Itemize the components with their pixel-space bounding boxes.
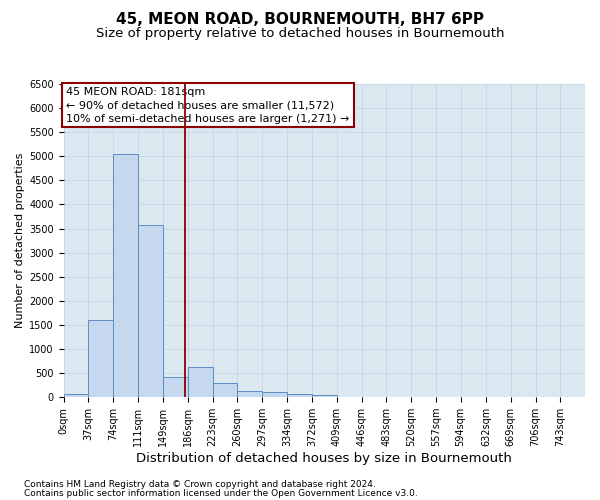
Bar (212, 384, 238, 397)
Bar (287, 394, 311, 397)
Bar (262, 392, 287, 397)
Text: Contains public sector information licensed under the Open Government Licence v3: Contains public sector information licen… (24, 489, 418, 498)
Bar (163, 376, 188, 397)
Text: 45, MEON ROAD, BOURNEMOUTH, BH7 6PP: 45, MEON ROAD, BOURNEMOUTH, BH7 6PP (116, 12, 484, 28)
Text: Size of property relative to detached houses in Bournemouth: Size of property relative to detached ho… (96, 28, 504, 40)
Bar (113, 154, 138, 397)
Bar (238, 391, 262, 397)
X-axis label: Distribution of detached houses by size in Bournemouth: Distribution of detached houses by size … (136, 452, 512, 465)
Bar (312, 395, 337, 397)
Text: Contains HM Land Registry data © Crown copyright and database right 2024.: Contains HM Land Registry data © Crown c… (24, 480, 376, 489)
Y-axis label: Number of detached properties: Number of detached properties (15, 153, 25, 328)
Bar (188, 368, 212, 397)
Bar (64, 394, 88, 397)
Text: 45 MEON ROAD: 181sqm
← 90% of detached houses are smaller (11,572)
10% of semi-d: 45 MEON ROAD: 181sqm ← 90% of detached h… (66, 87, 350, 124)
Bar (138, 224, 163, 397)
Bar (88, 320, 113, 397)
